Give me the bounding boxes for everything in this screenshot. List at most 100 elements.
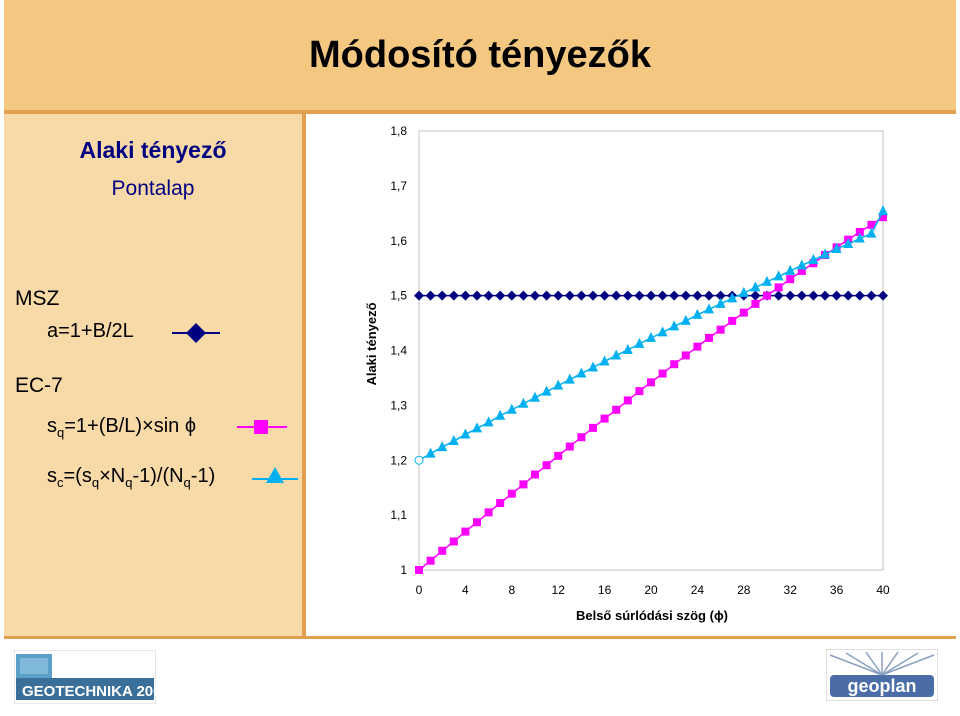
plot-area <box>418 130 884 571</box>
point-sc <box>796 259 807 270</box>
panel-subtitle: Pontalap <box>111 177 195 200</box>
point-sq <box>855 227 864 236</box>
point-sq <box>496 499 505 508</box>
point-sc <box>460 428 471 439</box>
point-sc <box>692 308 703 319</box>
point-sc <box>750 281 761 292</box>
point-msz <box>448 290 459 301</box>
point-msz <box>588 290 598 301</box>
point-msz <box>576 290 587 301</box>
page-title: Módosító tényezők <box>308 34 652 76</box>
point-sc <box>541 385 552 396</box>
formula-sc-sub-q2: q <box>125 475 133 490</box>
point-sq <box>867 220 876 229</box>
x-tick-label: 12 <box>552 583 566 597</box>
legend-panel <box>4 114 302 636</box>
y-tick-label: 1 <box>400 563 407 577</box>
point-sc <box>425 447 436 458</box>
point-sc <box>506 403 517 414</box>
point-msz <box>820 290 830 301</box>
point-sc <box>680 314 691 325</box>
x-axis-label: Belső súrlódási szög (ϕ) <box>576 608 728 623</box>
point-sq <box>786 275 795 284</box>
point-sc <box>657 326 668 337</box>
x-tick-label: 20 <box>644 583 658 597</box>
point-msz <box>530 290 540 301</box>
point-sq <box>670 360 679 369</box>
point-msz <box>854 290 865 301</box>
header-divider <box>4 110 956 114</box>
point-msz <box>878 290 888 301</box>
point-sc <box>448 435 459 446</box>
point-sq <box>647 378 655 387</box>
point-sc <box>599 355 610 366</box>
point-sq <box>728 316 737 325</box>
point-sc <box>843 238 854 249</box>
point-sq <box>635 387 644 396</box>
header-band <box>4 0 956 110</box>
point-msz <box>437 290 448 301</box>
point-sq <box>879 213 887 222</box>
point-msz <box>483 290 494 301</box>
point-sc <box>530 391 540 402</box>
formula-sc-sub-q3: q <box>183 475 191 490</box>
point-sq <box>716 325 725 334</box>
panel-title: Alaki tényező <box>79 137 227 163</box>
y-axis-label: Alaki tényező <box>364 302 379 385</box>
point-sq <box>681 351 690 360</box>
point-sc <box>762 275 772 286</box>
y-tick-label: 1,8 <box>390 124 407 138</box>
formula-sc-sub-c: c <box>57 475 64 490</box>
square-legend-icon <box>254 420 268 434</box>
panel-divider <box>302 114 306 636</box>
formula-sc-s: s <box>47 465 57 487</box>
point-msz <box>553 290 564 301</box>
point-sq <box>565 442 574 451</box>
point-sq <box>600 414 609 423</box>
group-label-msz: MSZ <box>15 287 60 310</box>
point-sc <box>820 248 830 259</box>
point-sc <box>611 349 622 360</box>
point-sq <box>426 556 435 565</box>
point-msz <box>425 290 436 301</box>
point-msz <box>518 290 529 301</box>
footer-divider <box>4 636 956 639</box>
point-msz <box>506 290 517 301</box>
point-sc <box>472 422 482 433</box>
point-sc <box>831 242 842 253</box>
point-sq <box>519 480 528 489</box>
point-sq <box>484 508 493 517</box>
point-sc <box>785 264 796 275</box>
point-sc <box>437 441 448 452</box>
geoplan-logo: geoplan <box>825 648 939 702</box>
point-msz <box>715 290 726 301</box>
geotechnika-logo: GEOTECHNIKA 2006 <box>13 649 170 705</box>
point-sc <box>634 337 645 348</box>
point-msz <box>646 290 656 301</box>
point-msz <box>634 290 645 301</box>
point-sc <box>646 331 656 342</box>
point-sc <box>553 379 564 390</box>
formula-sq-body: =1+(B/L)×sin ϕ <box>64 415 197 437</box>
axes <box>418 130 884 571</box>
point-sq <box>554 451 563 460</box>
formula-sq-symbol: s <box>47 415 57 437</box>
point-sq <box>415 566 423 574</box>
point-msz <box>808 290 819 301</box>
point-sq <box>705 333 713 342</box>
point-sc <box>715 297 726 308</box>
point-sq <box>507 489 516 498</box>
point-msz <box>831 290 842 301</box>
point-sc <box>576 367 587 378</box>
point-sq <box>658 369 667 378</box>
point-sc <box>808 253 819 264</box>
point-sq <box>739 308 748 317</box>
x-tick-label: 40 <box>876 583 890 597</box>
point-msz <box>657 290 668 301</box>
point-sc <box>622 343 633 354</box>
triangle-legend-icon <box>266 467 284 483</box>
formula-sc-part-a: =(s <box>63 465 92 487</box>
formula-sc-sub-q1: q <box>91 475 100 490</box>
y-tick-label: 1,4 <box>390 344 407 358</box>
point-sq <box>542 461 551 470</box>
